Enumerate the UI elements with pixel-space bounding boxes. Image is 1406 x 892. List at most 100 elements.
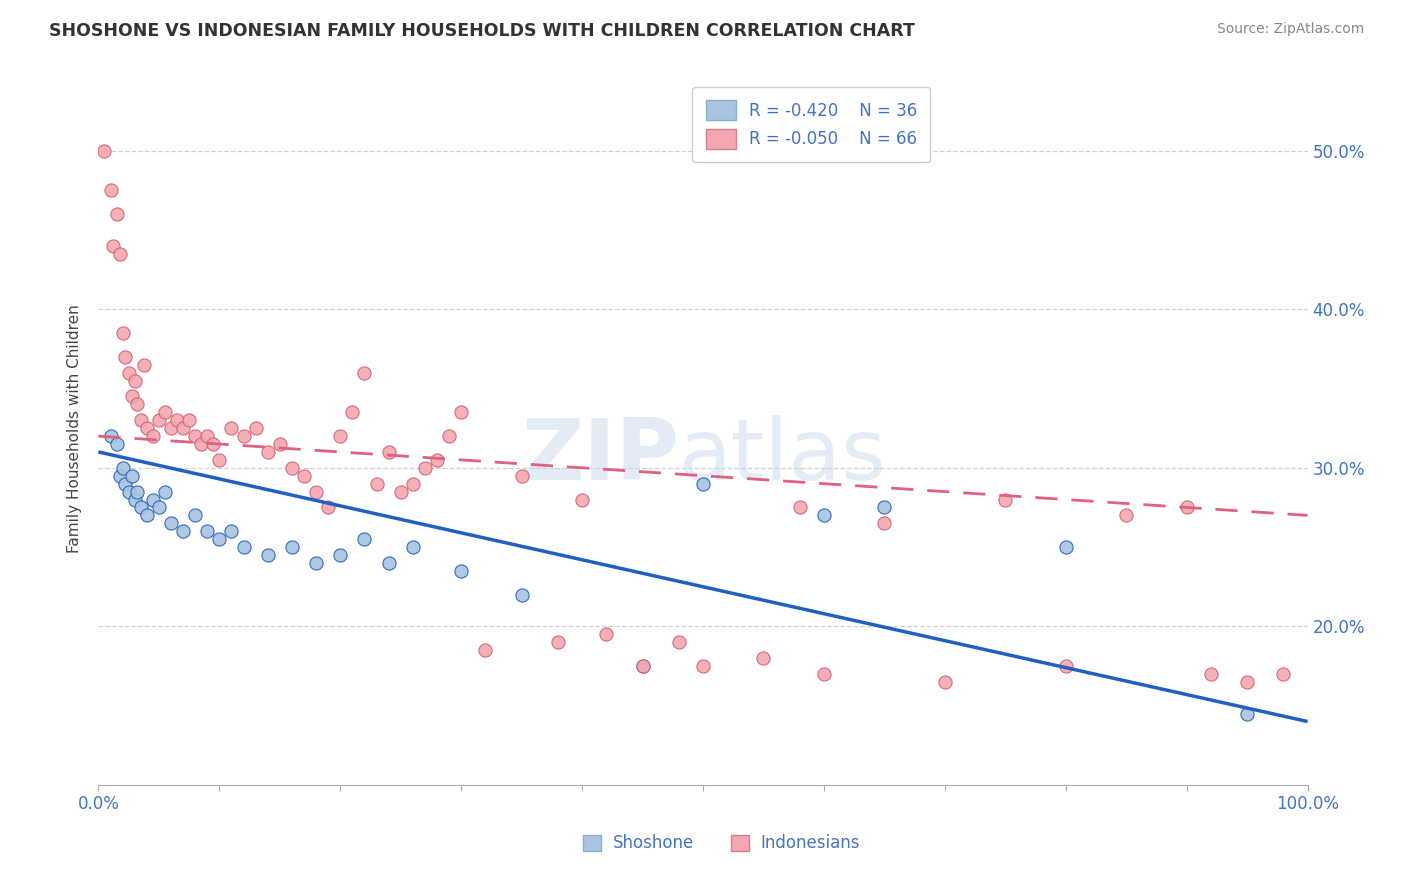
Bar xyxy=(731,835,749,851)
Point xyxy=(631,659,654,673)
Point xyxy=(221,421,243,435)
Point xyxy=(342,405,364,419)
Legend: R = -0.420    N = 36, R = -0.050    N = 66: R = -0.420 N = 36, R = -0.050 N = 66 xyxy=(692,87,931,162)
Point xyxy=(160,516,183,531)
Point xyxy=(195,429,218,443)
Point xyxy=(631,659,654,673)
Point xyxy=(208,453,231,467)
Point xyxy=(547,635,569,649)
Y-axis label: Family Households with Children: Family Households with Children xyxy=(67,304,83,552)
Point xyxy=(208,532,231,546)
Point xyxy=(813,667,835,681)
Point xyxy=(329,429,352,443)
Point xyxy=(377,556,399,570)
Point xyxy=(160,421,183,435)
Point xyxy=(353,532,375,546)
Point xyxy=(692,659,714,673)
Point xyxy=(148,413,170,427)
Point xyxy=(1054,659,1077,673)
Point xyxy=(668,635,690,649)
Point xyxy=(873,516,896,531)
Point xyxy=(124,492,146,507)
Point xyxy=(595,627,617,641)
Point xyxy=(114,350,136,364)
Point xyxy=(292,468,315,483)
Point xyxy=(124,374,146,388)
Point xyxy=(184,429,207,443)
Point xyxy=(148,500,170,515)
Point xyxy=(114,476,136,491)
Text: Source: ZipAtlas.com: Source: ZipAtlas.com xyxy=(1216,22,1364,37)
Point xyxy=(789,500,811,515)
Point xyxy=(316,500,339,515)
Point xyxy=(437,429,460,443)
Point xyxy=(127,397,149,411)
Point xyxy=(366,476,388,491)
Point xyxy=(256,548,278,562)
Point xyxy=(142,492,165,507)
Text: Indonesians: Indonesians xyxy=(761,834,859,852)
Point xyxy=(184,508,207,523)
Point xyxy=(571,492,593,507)
Point xyxy=(402,540,425,554)
Point xyxy=(1236,674,1258,689)
Point xyxy=(1272,667,1295,681)
Point xyxy=(510,468,533,483)
Point xyxy=(142,429,165,443)
Point xyxy=(105,437,128,451)
Point xyxy=(450,564,472,578)
Point xyxy=(166,413,188,427)
Point xyxy=(232,540,254,554)
Point xyxy=(353,366,375,380)
Point xyxy=(101,239,124,253)
Point xyxy=(389,484,412,499)
Point xyxy=(108,246,131,260)
Point xyxy=(752,651,775,665)
Point xyxy=(692,476,714,491)
Point xyxy=(153,405,176,419)
Point xyxy=(195,524,218,539)
Point xyxy=(232,429,254,443)
Point xyxy=(127,484,149,499)
Text: atlas: atlas xyxy=(679,415,887,499)
Point xyxy=(474,643,496,657)
Text: ZIP: ZIP xyxy=(522,415,679,499)
Point xyxy=(281,540,304,554)
Point xyxy=(121,468,143,483)
Point xyxy=(402,476,425,491)
Point xyxy=(305,484,328,499)
Point xyxy=(179,413,201,427)
Point xyxy=(1054,540,1077,554)
Point xyxy=(256,445,278,459)
Point xyxy=(100,429,122,443)
Point xyxy=(426,453,449,467)
Point xyxy=(172,524,194,539)
Point xyxy=(135,421,157,435)
Point xyxy=(1175,500,1198,515)
Point xyxy=(105,207,128,221)
Point xyxy=(134,358,156,372)
Point xyxy=(269,437,291,451)
Point xyxy=(813,508,835,523)
Point xyxy=(121,389,143,403)
Point xyxy=(413,460,436,475)
Point xyxy=(93,144,115,158)
Point xyxy=(1115,508,1137,523)
Point xyxy=(221,524,243,539)
Point xyxy=(510,588,533,602)
Point xyxy=(873,500,896,515)
Bar xyxy=(583,835,602,851)
Point xyxy=(281,460,304,475)
Point xyxy=(190,437,212,451)
Point xyxy=(245,421,267,435)
Point xyxy=(118,484,141,499)
Point xyxy=(108,468,131,483)
Point xyxy=(934,674,956,689)
Point xyxy=(118,366,141,380)
Point xyxy=(172,421,194,435)
Point xyxy=(202,437,225,451)
Point xyxy=(305,556,328,570)
Point xyxy=(129,413,152,427)
Point xyxy=(111,460,134,475)
Point xyxy=(135,508,157,523)
